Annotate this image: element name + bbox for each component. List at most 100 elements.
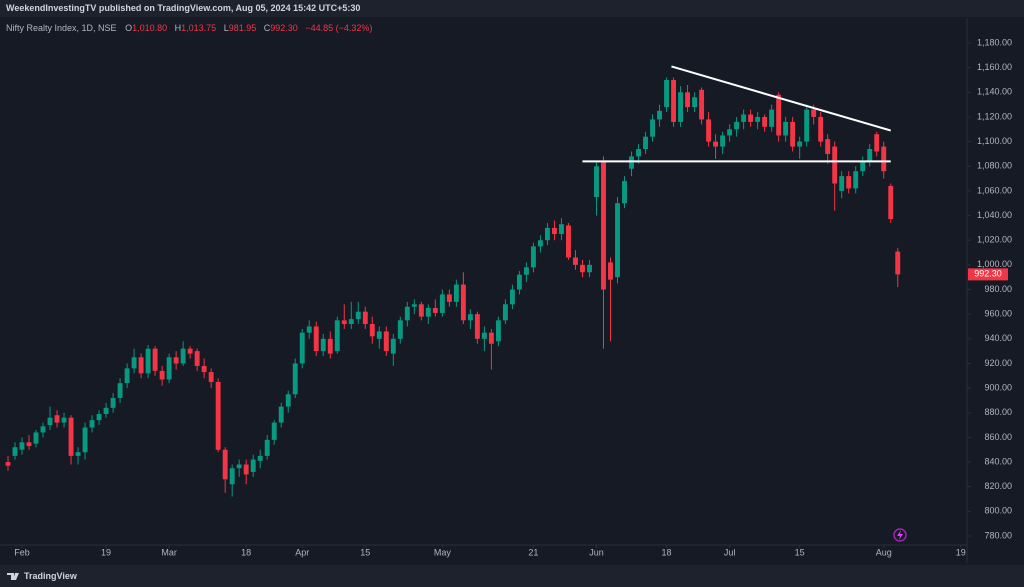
candle-body [110, 397, 116, 408]
y-tick-label: 1,060.00 [977, 185, 1012, 195]
x-tick-label: Jun [589, 547, 604, 557]
icon-ring [893, 528, 907, 542]
candle-body [96, 413, 102, 421]
publish-bar: WeekendInvestingTV published on TradingV… [0, 0, 1024, 17]
candle-body [601, 161, 606, 290]
candle-body [292, 363, 298, 395]
ohlc-value: 981.95 [228, 23, 257, 33]
candle-body [825, 139, 831, 154]
candle-body [124, 368, 130, 384]
y-tick-label: 1,000.00 [977, 259, 1012, 269]
candle-body [657, 110, 662, 120]
y-tick-label: 840.00 [984, 456, 1012, 466]
candle-body [790, 121, 796, 147]
candle-body [594, 166, 599, 198]
candle-body [769, 109, 775, 127]
candle-body [846, 176, 852, 189]
candle-body [727, 129, 733, 136]
y-tick-label: 1,080.00 [977, 161, 1012, 171]
candle-body [348, 319, 354, 325]
last-price-box [968, 268, 1008, 281]
y-tick-label: 920.00 [984, 358, 1012, 368]
candle-body [671, 79, 677, 122]
candle-body [250, 459, 256, 472]
ohlc-letter: O [125, 23, 133, 33]
trend-line [671, 65, 892, 132]
candle-body [776, 94, 782, 136]
candle-body [881, 146, 887, 172]
candle-body [180, 348, 186, 364]
candle-body [418, 304, 424, 317]
publish-text: WeekendInvestingTV published on TradingV… [6, 3, 361, 13]
candle-body [89, 420, 95, 428]
brand-text: TradingView [24, 571, 77, 581]
candle-body [488, 332, 494, 344]
last-price-label: 992.30 [974, 269, 1002, 279]
candle-body [460, 284, 466, 321]
candle-body [159, 370, 165, 380]
candle-body [341, 320, 347, 325]
x-tick-label: 19 [956, 547, 966, 557]
candle-body [544, 227, 550, 241]
candle-body [285, 394, 291, 407]
y-tick-label: 1,120.00 [977, 111, 1012, 121]
candle-body [481, 332, 487, 339]
candle-body [173, 357, 179, 364]
candle-body [208, 372, 214, 382]
candle-body [566, 225, 571, 258]
logo-shape [7, 573, 19, 580]
candle-body [713, 141, 719, 147]
candle-body [117, 383, 123, 398]
x-tick-label: 21 [528, 547, 538, 557]
candle-body [895, 251, 901, 275]
candle-body [131, 357, 137, 369]
candle-body [194, 351, 200, 366]
candle-body [12, 447, 18, 456]
candle-body [811, 109, 817, 117]
x-tick-label: Feb [14, 547, 30, 557]
candle-body [453, 284, 459, 302]
candle-body [537, 240, 543, 247]
candle-body [376, 331, 382, 339]
candle-body [355, 311, 361, 320]
candle-body [685, 92, 691, 108]
y-tick-label: 980.00 [984, 284, 1012, 294]
candle-body [68, 417, 74, 456]
candle-body [40, 426, 46, 433]
candle-body [26, 442, 32, 447]
x-tick-label: Jul [724, 547, 736, 557]
candle-body [755, 116, 761, 122]
candle-body [573, 257, 578, 265]
ohlc-value: 1,013.75 [181, 23, 217, 33]
candle-body [362, 311, 368, 325]
candle-body [860, 161, 866, 172]
candle-body [404, 306, 410, 321]
candle-body [82, 427, 88, 453]
legend-title: Nifty Realty Index, 1D, NSE [6, 23, 117, 33]
candle-body [888, 185, 894, 220]
candle-body [615, 203, 620, 278]
candle-body [867, 149, 873, 162]
y-tick-label: 800.00 [984, 506, 1012, 516]
ohlc-letter: C [263, 23, 271, 33]
y-tick-label: 940.00 [984, 333, 1012, 343]
candle-body [222, 449, 228, 480]
ohlc-letter: L [223, 23, 229, 33]
candle-body [636, 149, 641, 157]
candle-body [397, 320, 403, 339]
candle-body [832, 146, 838, 184]
candle-body [818, 116, 824, 142]
candle-body [383, 331, 389, 352]
candle-body [243, 464, 249, 475]
ohlc-letter: H [174, 23, 182, 33]
x-tick-label: 19 [101, 547, 111, 557]
candle-body [19, 442, 25, 450]
candle-body [75, 452, 81, 456]
candle-body [439, 294, 445, 313]
y-tick-label: 1,040.00 [977, 210, 1012, 220]
candle-body [797, 141, 803, 147]
candle-body [425, 307, 431, 317]
alert-icon[interactable] [893, 528, 907, 542]
candle-body [138, 357, 144, 374]
y-tick-label: 1,140.00 [977, 87, 1012, 97]
